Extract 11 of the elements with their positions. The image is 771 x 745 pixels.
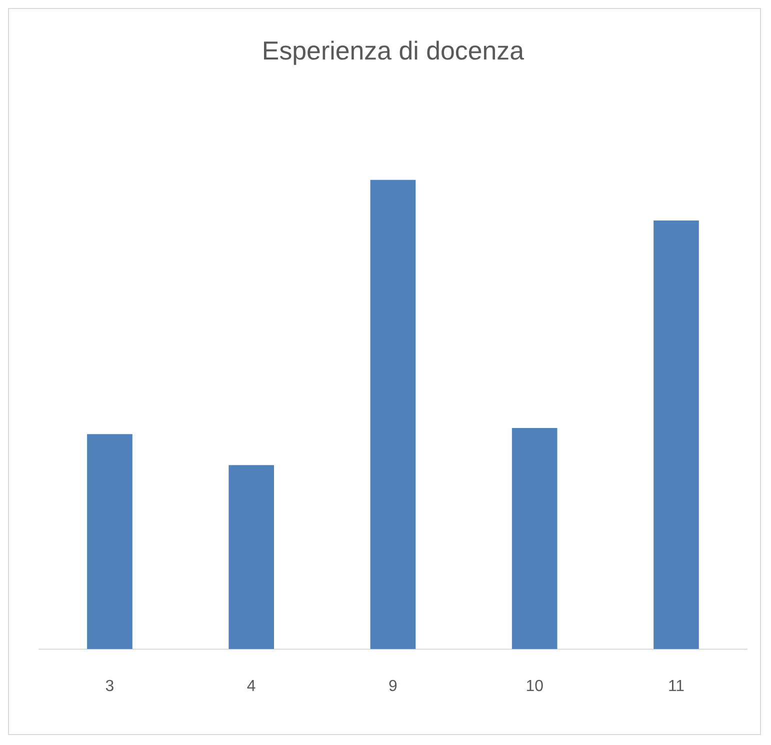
bar <box>512 428 558 650</box>
bar <box>228 465 274 650</box>
chart-title: Esperienza di docenza <box>262 38 525 66</box>
bar <box>654 220 699 650</box>
x-tick-label: 10 <box>526 678 544 695</box>
x-tick-label: 9 <box>388 678 398 695</box>
x-tick-label: 3 <box>105 678 114 695</box>
x-tick-label: 4 <box>246 678 256 695</box>
x-tick-label: 11 <box>668 678 685 695</box>
bar <box>370 180 416 650</box>
bar <box>87 434 132 650</box>
